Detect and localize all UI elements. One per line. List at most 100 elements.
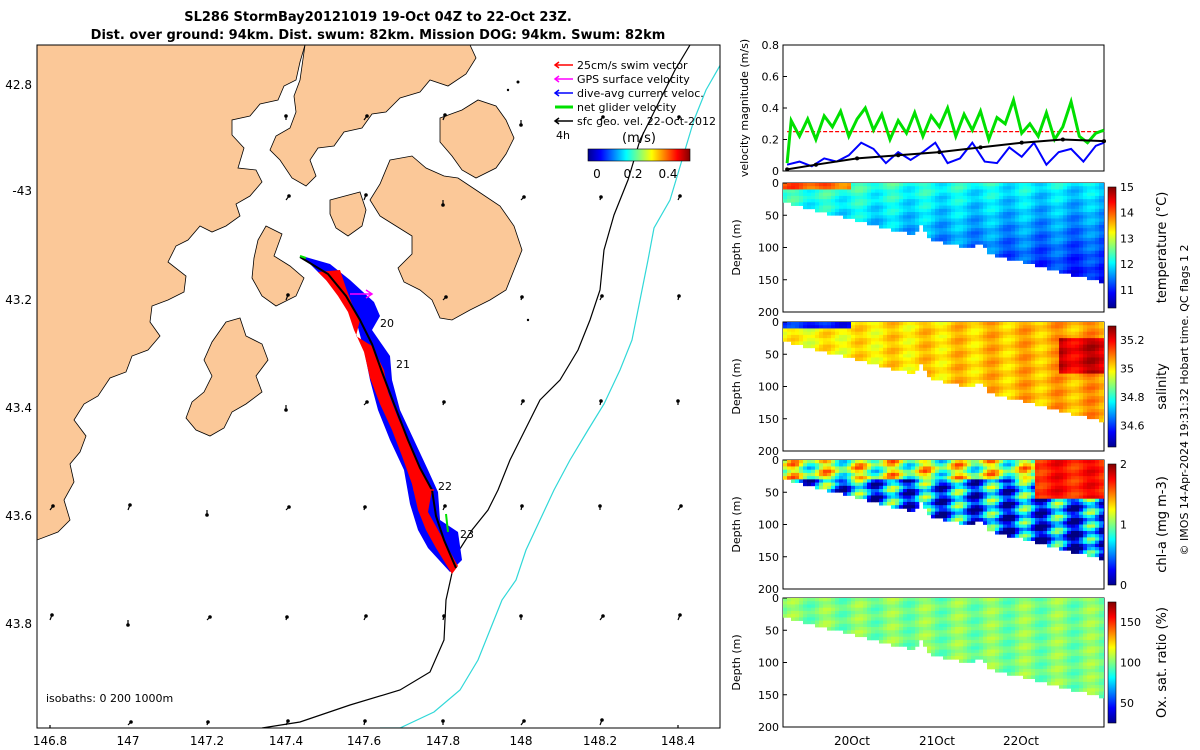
section-cell — [1079, 399, 1084, 403]
section-cell — [923, 202, 928, 206]
section-cell — [1043, 338, 1048, 342]
section-cell — [843, 192, 848, 197]
section-cell — [1039, 508, 1044, 512]
section-cell — [823, 322, 828, 326]
section-cell — [875, 221, 880, 226]
section-cell — [947, 518, 952, 522]
section-cell — [843, 482, 848, 487]
section-cell — [835, 614, 840, 618]
section-cell — [1079, 202, 1084, 206]
section-cell — [1103, 373, 1104, 378]
section-cell — [995, 389, 1000, 394]
section-cell — [879, 341, 884, 345]
section-cell — [963, 344, 968, 349]
section-cell — [799, 617, 804, 621]
section-cell — [1007, 518, 1012, 522]
velocity-panel: 00.20.40.60.8 velocity magnitude (m/s) — [738, 39, 1106, 178]
section-cell — [995, 215, 1000, 219]
section-cell — [1103, 518, 1104, 522]
section-cell — [1015, 501, 1020, 506]
section-cell — [1003, 331, 1008, 336]
section-cell — [1051, 331, 1056, 336]
section-cell — [1043, 195, 1048, 200]
section-cell — [1007, 257, 1012, 261]
section-cell — [907, 370, 912, 374]
section-cell — [1095, 328, 1100, 333]
section-cell — [1095, 195, 1100, 200]
section-cell — [1043, 183, 1048, 187]
section-cell — [1007, 208, 1012, 213]
section-cell — [875, 614, 880, 618]
section-cell — [835, 338, 840, 342]
section-cell — [815, 482, 820, 487]
section-cell — [915, 202, 920, 206]
section-cell — [1103, 221, 1104, 226]
section-cell — [915, 215, 920, 219]
section-cell — [923, 186, 928, 190]
section-cell — [867, 218, 872, 223]
section-cell — [1035, 221, 1040, 226]
section-cell — [971, 380, 976, 384]
section-cell — [871, 469, 876, 474]
section-cell — [1027, 247, 1032, 252]
section-cell — [947, 367, 952, 371]
section-cell — [939, 505, 944, 509]
section-cell — [827, 620, 832, 625]
section-cell — [1063, 202, 1068, 206]
section-cell — [1063, 485, 1068, 490]
section-cell — [807, 183, 812, 187]
section-cell — [907, 463, 912, 467]
section-cell — [867, 482, 872, 487]
section-cell — [1039, 328, 1044, 333]
section-cell — [891, 623, 896, 628]
section-cell — [883, 466, 888, 471]
section-cell — [867, 601, 872, 605]
section-cell — [931, 322, 936, 326]
section-cell — [959, 215, 964, 219]
section-cell — [979, 189, 984, 194]
section-cell — [1083, 409, 1088, 413]
section-cell — [1043, 354, 1048, 358]
section-cell — [907, 195, 912, 200]
section-cell — [1007, 498, 1012, 503]
section-cell — [863, 469, 868, 474]
section-cell — [1047, 328, 1052, 333]
section-cell — [979, 344, 984, 349]
section-cell — [1095, 247, 1100, 252]
section-cell — [1035, 354, 1040, 358]
section-cell — [1059, 383, 1064, 387]
section-cell — [979, 489, 984, 493]
section-cell — [1003, 322, 1008, 326]
section-cell — [883, 501, 888, 506]
section-cell — [1047, 463, 1052, 467]
section-cell — [1075, 485, 1080, 490]
section-cell — [935, 501, 940, 506]
section-cell — [883, 325, 888, 329]
section-cell — [855, 460, 860, 464]
section-cell — [1067, 363, 1072, 368]
section-cell — [1023, 354, 1028, 358]
section-cell — [939, 354, 944, 358]
section-cell — [887, 357, 892, 362]
section-cell — [1051, 383, 1056, 387]
section-cell — [1023, 199, 1028, 203]
section-cell — [867, 460, 872, 464]
section-cell — [975, 479, 980, 483]
section-cell — [1051, 514, 1056, 519]
section-cell — [895, 633, 900, 638]
section-cell — [923, 495, 928, 500]
section-cell — [1067, 331, 1072, 336]
section-cell — [819, 485, 824, 490]
section-cell — [991, 347, 996, 352]
section-cell — [879, 472, 884, 477]
section-cell — [983, 482, 988, 487]
section-cell — [943, 501, 948, 506]
section-cell — [1023, 231, 1028, 235]
section-cell — [1051, 498, 1056, 503]
section-cell — [1043, 228, 1048, 232]
section-cell — [1007, 373, 1012, 378]
section-cell — [1099, 511, 1104, 516]
section-cell — [947, 328, 952, 333]
section-cell — [1011, 479, 1016, 483]
section-cell — [1043, 389, 1048, 394]
